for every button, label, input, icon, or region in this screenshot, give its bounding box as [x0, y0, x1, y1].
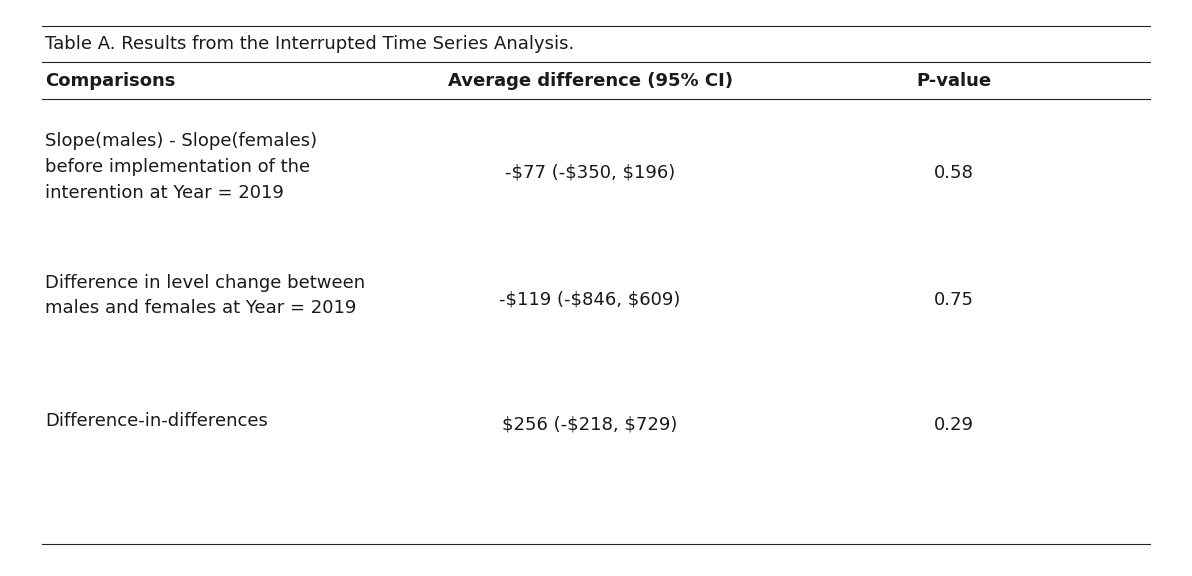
Text: 0.58: 0.58 [933, 164, 974, 182]
Text: Average difference (95% CI): Average difference (95% CI) [447, 72, 733, 90]
Text: Comparisons: Comparisons [45, 72, 175, 90]
Text: Slope(males) - Slope(females)
before implementation of the
interention at Year =: Slope(males) - Slope(females) before imp… [45, 132, 317, 202]
Text: 0.75: 0.75 [933, 290, 974, 309]
Text: 0.29: 0.29 [933, 415, 974, 434]
Text: -$119 (-$846, $609): -$119 (-$846, $609) [499, 290, 681, 309]
Text: $256 (-$218, $729): $256 (-$218, $729) [502, 415, 678, 434]
Text: P-value: P-value [915, 72, 992, 90]
Text: Difference in level change between
males and females at Year = 2019: Difference in level change between males… [45, 274, 366, 317]
Text: -$77 (-$350, $196): -$77 (-$350, $196) [505, 164, 675, 182]
Text: Table A. Results from the Interrupted Time Series Analysis.: Table A. Results from the Interrupted Ti… [45, 35, 575, 52]
Text: Difference-in-differences: Difference-in-differences [45, 412, 268, 430]
